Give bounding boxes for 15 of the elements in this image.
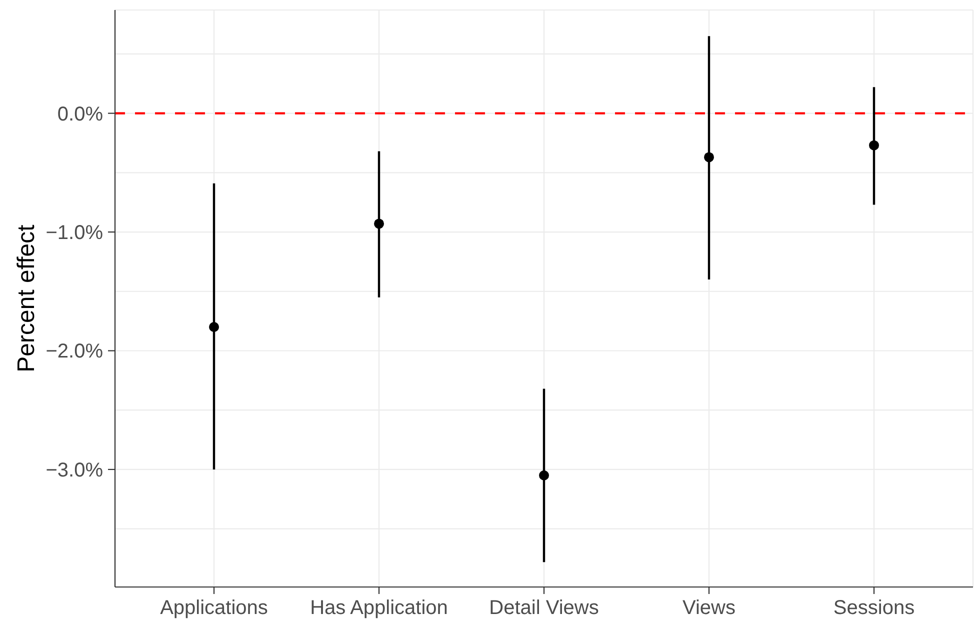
point	[374, 218, 384, 229]
y-tick-label: −1.0%	[46, 222, 104, 244]
x-tick-label: Sessions	[833, 597, 915, 619]
y-axis-title: Percent effect	[12, 224, 40, 372]
point	[869, 140, 879, 150]
x-tick-label: Detail Views	[489, 597, 599, 619]
x-tick-label: Applications	[160, 597, 268, 619]
y-tick-label: −2.0%	[46, 340, 104, 363]
point	[704, 152, 714, 162]
y-tick-label: −3.0%	[46, 459, 104, 482]
x-tick-label: Has Application	[310, 597, 448, 619]
point	[539, 470, 549, 480]
y-tick-label: 0.0%	[57, 103, 104, 126]
point	[209, 322, 219, 332]
x-tick-label: Views	[682, 597, 736, 619]
